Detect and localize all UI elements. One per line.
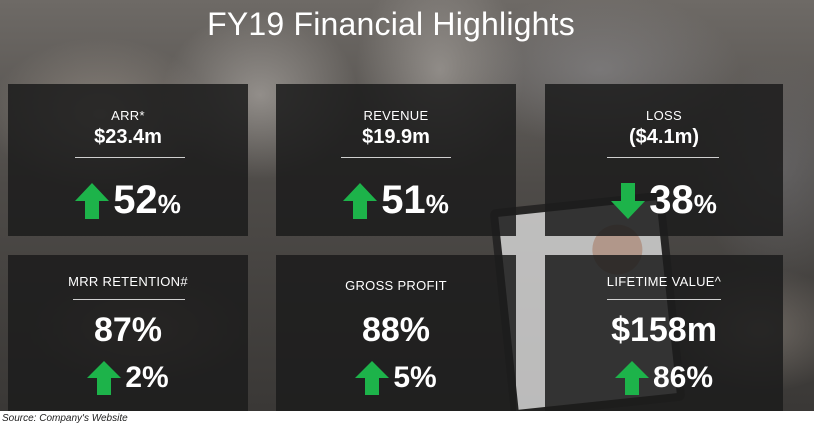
card-label: REVENUE (276, 108, 516, 123)
change-row: 5% (276, 361, 516, 395)
change-value: 5% (393, 361, 436, 395)
card-label: LIFETIME VALUE^ (545, 274, 783, 289)
card-amount: $19.9m (276, 126, 516, 149)
card-amount: $23.4m (8, 126, 248, 149)
arrow-up-icon (355, 361, 389, 395)
mrr-retention-card: MRR RETENTION# 87% 2% (8, 255, 248, 411)
arrow-up-icon (75, 183, 109, 219)
arrow-down-icon (611, 183, 645, 219)
change-unit: % (426, 189, 449, 220)
change-row: 51% (276, 178, 516, 223)
card-divider (607, 299, 721, 300)
big-value: 88% (276, 311, 516, 350)
page-title: FY19 Financial Highlights (0, 6, 782, 43)
card-divider (75, 157, 185, 158)
change-number: 51 (381, 178, 426, 223)
change-unit: % (694, 189, 717, 220)
change-unit: % (158, 189, 181, 220)
card-label: GROSS PROFIT (276, 278, 516, 293)
change-number: 52 (113, 178, 158, 223)
change-value: 86% (653, 361, 713, 395)
revenue-card: REVENUE $19.9m 51% (276, 84, 516, 236)
lifetime-value-card: LIFETIME VALUE^ $158m 86% (545, 255, 783, 411)
card-divider (73, 299, 185, 300)
card-label: MRR RETENTION# (8, 274, 248, 289)
card-amount: ($4.1m) (545, 126, 783, 149)
arr-card: ARR* $23.4m 52% (8, 84, 248, 236)
gross-profit-card: GROSS PROFIT 88% 5% (276, 255, 516, 411)
arrow-up-icon (343, 183, 377, 219)
change-value: 2% (125, 361, 168, 395)
change-row: 52% (8, 178, 248, 223)
card-divider (607, 157, 719, 158)
big-value: 87% (8, 311, 248, 350)
change-row: 86% (545, 361, 783, 395)
source-note: Source: Company's Website (2, 413, 128, 424)
card-label: ARR* (8, 108, 248, 123)
arrow-up-icon (87, 361, 121, 395)
big-value: $158m (545, 311, 783, 350)
slide-background: FY19 Financial Highlights ARR* $23.4m 52… (0, 0, 814, 411)
change-row: 38% (545, 178, 783, 223)
card-label: LOSS (545, 108, 783, 123)
change-number: 38 (649, 178, 694, 223)
card-divider (341, 157, 451, 158)
arrow-up-icon (615, 361, 649, 395)
loss-card: LOSS ($4.1m) 38% (545, 84, 783, 236)
change-row: 2% (8, 361, 248, 395)
